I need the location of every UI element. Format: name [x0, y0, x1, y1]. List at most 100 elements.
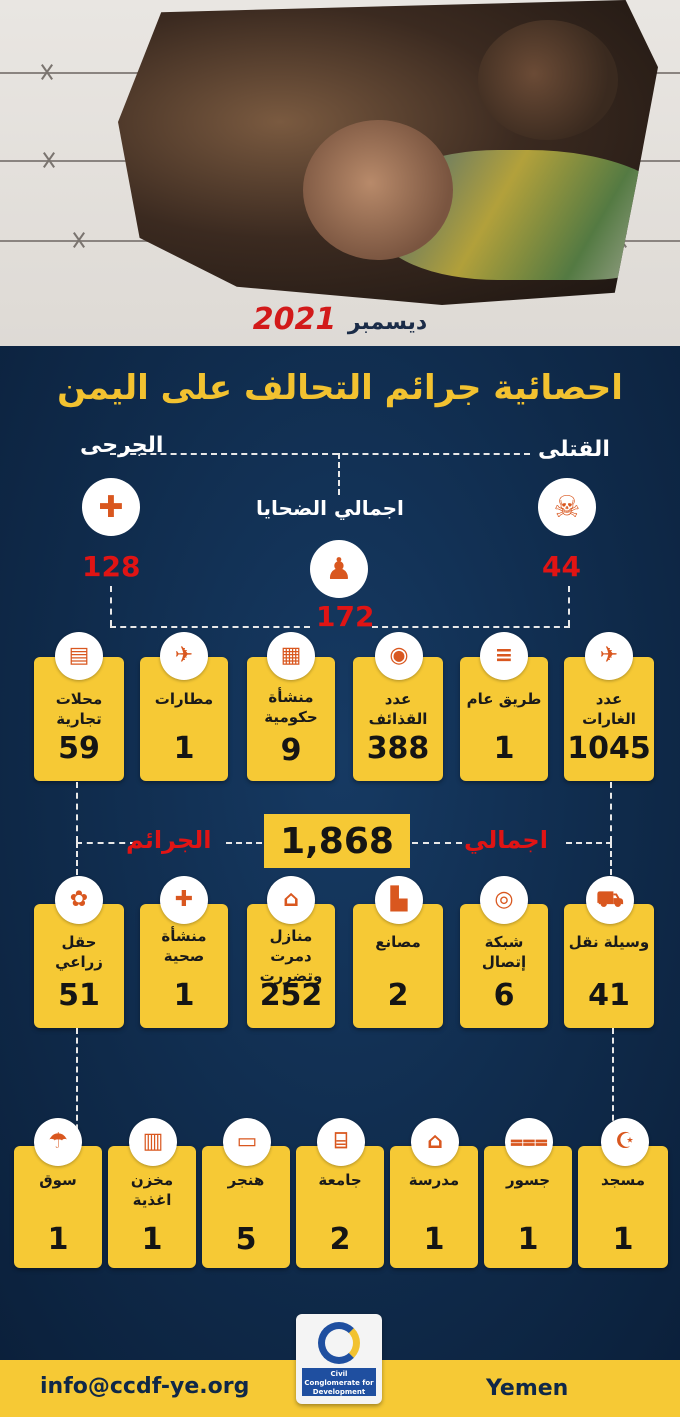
factory-icon: ▙ — [375, 876, 423, 924]
stat-label: طريق عام — [466, 690, 542, 708]
report-month: ديسمبر — [347, 310, 428, 335]
connector-line — [76, 782, 78, 842]
stat-value: 1 — [47, 1222, 69, 1257]
airport-icon: ✈ — [160, 632, 208, 680]
stat-label: منشأة صحية — [161, 927, 207, 965]
total-victims-count: 172 — [316, 600, 375, 633]
road-icon: ≡ — [480, 632, 528, 680]
stat-card-market: سوق 1 — [14, 1146, 102, 1268]
stat-card-health-facility: منشأة صحية 1 — [140, 904, 228, 1028]
stat-label: منشأة حكومية — [264, 688, 318, 726]
connector-line — [226, 842, 262, 844]
stat-value: 1 — [173, 978, 195, 1013]
stat-label: منازل دمرت وتضررت — [259, 927, 323, 985]
contact-email[interactable]: info@ccdf-ye.org — [40, 1374, 250, 1399]
stat-value: 1045 — [567, 731, 651, 766]
connector-line — [76, 842, 78, 884]
mosque-icon: ☪ — [601, 1118, 649, 1166]
photo-detail — [303, 120, 453, 260]
stat-card-transport: وسيلة نقل 41 — [564, 904, 654, 1028]
barb-knot — [70, 235, 88, 245]
connector-line — [610, 782, 612, 842]
stat-card-farmland: حقل زراعي 51 — [34, 904, 124, 1028]
stat-label: حقل زراعي — [55, 933, 103, 971]
connector-line — [338, 453, 340, 495]
stat-value: 388 — [366, 731, 430, 766]
stat-label: عدد القذائف — [368, 690, 428, 728]
stat-value: 1 — [493, 731, 515, 766]
stat-value: 1 — [173, 731, 195, 766]
car-icon: ⛟ — [586, 876, 634, 924]
stat-label: جامعة — [318, 1171, 362, 1189]
hangar-icon: ▭ — [223, 1118, 271, 1166]
connector-line — [110, 626, 310, 628]
killed-body-icon: ☠ — [538, 478, 596, 536]
total-victims-label: اجمالي الضحايا — [256, 496, 404, 520]
connector-line — [568, 586, 570, 626]
logo-text: Civil Conglomerate for Development — [302, 1368, 376, 1396]
connector-line — [610, 842, 612, 884]
stat-label: مسجد — [600, 1171, 646, 1189]
cannon-icon: ◉ — [375, 632, 423, 680]
page-title: احصائية جرائم التحالف على اليمن — [57, 368, 623, 408]
stat-card-telecom: شبكة إتصال 6 — [460, 904, 548, 1028]
stat-value: 9 — [280, 733, 302, 768]
stat-label: محلات تجارية — [55, 690, 103, 728]
stat-card-mosque: مسجد 1 — [578, 1146, 668, 1268]
crimes-total-value: 1,868 — [264, 814, 410, 868]
injured-label: الجرحى — [80, 433, 164, 458]
connector-line — [566, 842, 612, 844]
barb-knot — [40, 155, 58, 165]
stat-value: 1 — [423, 1222, 445, 1257]
connector-line — [612, 1028, 614, 1140]
stat-card-factories: مصانع 2 — [353, 904, 443, 1028]
stat-label: مخزن اغذية — [130, 1171, 174, 1209]
hospital-icon: ✚ — [160, 876, 208, 924]
total-word: اجمالي — [464, 826, 548, 854]
connector-line — [110, 453, 530, 455]
hero-photo-area: 2021 ديسمبر — [0, 0, 680, 346]
antenna-icon: ◎ — [480, 876, 528, 924]
stat-value: 51 — [58, 978, 100, 1013]
stat-label: شبكة إتصال — [481, 933, 527, 971]
stat-label: مصانع — [375, 933, 421, 951]
stat-value: 5 — [235, 1222, 257, 1257]
stat-label: مطارات — [154, 690, 214, 708]
injured-count: 128 — [82, 550, 141, 583]
house-icon: ⌂ — [267, 876, 315, 924]
food-store-icon: ▥ — [129, 1118, 177, 1166]
stat-card-houses: منازل دمرت وتضررت 252 — [247, 904, 335, 1028]
report-date: 2021 ديسمبر — [0, 302, 680, 337]
stat-card-bridges: جسور 1 — [484, 1146, 572, 1268]
bridge-icon: ⩶ — [505, 1118, 553, 1166]
stat-label: جسور — [505, 1171, 551, 1189]
shop-icon: ▤ — [55, 632, 103, 680]
country-label: Yemen — [486, 1376, 569, 1401]
stat-card-school: مدرسة 1 — [390, 1146, 478, 1268]
stat-value: 1 — [141, 1222, 163, 1257]
connector-line — [76, 842, 136, 844]
stat-card-food-store: مخزن اغذية 1 — [108, 1146, 196, 1268]
jet-bomb-icon: ✈ — [585, 632, 633, 680]
stat-card-shells: عدد القذائف 388 — [353, 657, 443, 781]
stat-value: 1 — [517, 1222, 539, 1257]
organization-logo: Civil Conglomerate for Development — [296, 1314, 382, 1404]
crimes-word: الجرائم — [126, 826, 212, 854]
connector-line — [110, 586, 112, 626]
connector-line — [412, 842, 462, 844]
stat-value: 1 — [612, 1222, 634, 1257]
stat-value: 252 — [259, 978, 323, 1013]
report-year: 2021 — [252, 302, 337, 337]
killed-label: القتلى — [538, 437, 610, 462]
stat-card-university: جامعة 2 — [296, 1146, 384, 1268]
stat-card-hangar: هنجر 5 — [202, 1146, 290, 1268]
stat-label: وسيلة نقل — [568, 933, 650, 951]
stat-value: 6 — [493, 978, 515, 1013]
market-icon: ☂ — [34, 1118, 82, 1166]
stat-value: 41 — [588, 978, 630, 1013]
wheat-icon: ✿ — [55, 876, 103, 924]
injured-person-icon: ✚ — [82, 478, 140, 536]
logo-c-mark-icon — [318, 1322, 360, 1364]
stat-label: عدد الغارات — [582, 690, 636, 728]
stat-value: 2 — [387, 978, 409, 1013]
